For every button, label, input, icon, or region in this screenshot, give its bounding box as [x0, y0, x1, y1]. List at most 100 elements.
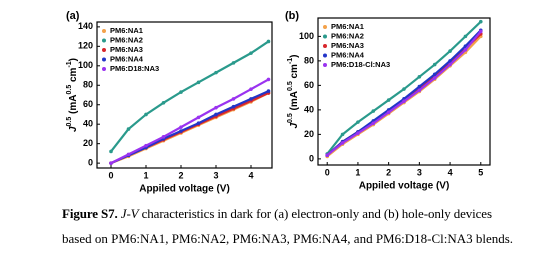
- y-axis-label-part: 0.5: [66, 117, 73, 127]
- data-point: [126, 152, 131, 157]
- y-axis-label-part: cm: [289, 64, 300, 81]
- data-point: [161, 135, 166, 139]
- plot-frame: [96, 21, 273, 169]
- data-point: [448, 49, 452, 53]
- y-tick-label: 100: [78, 60, 93, 70]
- y-axis-label-part: J: [289, 123, 300, 129]
- y-axis-label-part: cm: [68, 67, 79, 84]
- legend-label: PM6:NA1: [110, 26, 143, 35]
- series-line: [110, 90, 269, 165]
- y-axis-label-part: 0.5: [287, 113, 294, 123]
- y-tick-label: 80: [83, 80, 93, 90]
- y-tick-label: 20: [304, 129, 314, 139]
- data-point: [179, 90, 183, 94]
- x-tick-label: 0: [108, 170, 113, 180]
- y-tick-label: 100: [299, 31, 314, 41]
- data-point: [144, 143, 148, 148]
- data-point: [231, 97, 236, 101]
- caption-label: Figure S7.: [62, 206, 118, 221]
- legend-label: PM6:D18:NA3: [110, 64, 159, 73]
- y-axis-label-part: 0.5: [66, 85, 73, 95]
- legend-label: PM6:NA3: [110, 45, 143, 54]
- data-point: [478, 19, 483, 24]
- caption-line-1: Figure S7. J-V characteristics in dark f…: [62, 206, 492, 221]
- caption-text: characteristics in dark for (a) electron…: [138, 206, 492, 221]
- data-point: [179, 125, 183, 129]
- y-tick-label: 80: [304, 55, 314, 65]
- x-tick-label: 4: [448, 167, 453, 177]
- y-axis-label: J0.5 (mA0.5 cm-1): [66, 58, 78, 132]
- data-point: [417, 84, 422, 89]
- data-point: [266, 89, 271, 93]
- data-point: [109, 161, 113, 165]
- y-tick-label: 120: [78, 41, 93, 51]
- y-axis-label-part: J: [68, 126, 79, 132]
- legend-label: PM6:NA3: [331, 41, 364, 50]
- y-axis-label-part: -1: [66, 61, 73, 67]
- panel-label: (b): [285, 10, 299, 22]
- data-point: [417, 88, 422, 93]
- x-tick-label: 3: [417, 167, 422, 177]
- data-point: [196, 80, 201, 85]
- x-tick-label: 1: [143, 170, 148, 180]
- data-point: [231, 104, 236, 109]
- plot-frame: [317, 17, 491, 166]
- data-point: [432, 76, 437, 80]
- y-axis-label-part: 0.5: [287, 81, 294, 91]
- data-point: [371, 121, 376, 126]
- data-point: [144, 112, 148, 117]
- data-point: [356, 120, 360, 124]
- data-point: [386, 110, 391, 115]
- y-tick-label: 40: [83, 119, 93, 129]
- data-point: [386, 98, 391, 102]
- legend-marker: [102, 57, 106, 62]
- legend-label: PM6:NA2: [110, 35, 143, 44]
- x-tick-label: 4: [248, 170, 253, 180]
- y-tick-label: 0: [88, 158, 93, 168]
- y-tick-label: 0: [309, 153, 314, 163]
- data-point: [478, 29, 483, 34]
- legend-marker: [102, 38, 106, 43]
- legend-marker: [102, 48, 106, 52]
- y-tick-label: 140: [78, 21, 93, 31]
- y-axis-label-part: -1: [287, 58, 294, 64]
- legend-label: PM6:NA2: [331, 31, 364, 40]
- data-point: [109, 149, 113, 154]
- data-point: [214, 105, 218, 110]
- data-point: [266, 39, 271, 44]
- data-point: [249, 51, 253, 55]
- series-line: [110, 40, 270, 153]
- x-axis-label: Appiled voltage (V): [139, 184, 230, 195]
- y-axis-label-part: (mA: [68, 95, 79, 117]
- y-axis-label-part: ): [289, 54, 300, 57]
- data-point: [448, 59, 452, 63]
- data-point: [463, 48, 468, 52]
- data-point: [249, 97, 253, 101]
- legend-marker: [102, 67, 106, 71]
- legend-label: PM6:NA4: [110, 54, 144, 63]
- data-point: [214, 112, 218, 117]
- data-point: [340, 132, 345, 137]
- legend-label: PM6:NA1: [331, 22, 364, 31]
- data-point: [196, 121, 201, 126]
- y-tick-label: 60: [83, 99, 93, 109]
- data-point: [161, 100, 166, 105]
- data-point: [402, 99, 406, 104]
- data-point: [448, 62, 452, 67]
- x-tick-label: 2: [178, 170, 183, 180]
- series-line: [110, 78, 270, 165]
- legend-marker: [323, 63, 327, 67]
- data-point: [432, 62, 437, 67]
- x-axis-label: Appiled voltage (V): [359, 181, 450, 192]
- legend-marker: [323, 25, 327, 29]
- data-point: [463, 34, 468, 39]
- data-point: [179, 129, 183, 133]
- legend-marker: [323, 53, 327, 58]
- data-point: [214, 70, 218, 75]
- data-point: [249, 87, 253, 91]
- data-point: [325, 153, 330, 157]
- x-tick-label: 5: [478, 167, 483, 177]
- data-point: [231, 61, 236, 65]
- data-point: [402, 87, 406, 91]
